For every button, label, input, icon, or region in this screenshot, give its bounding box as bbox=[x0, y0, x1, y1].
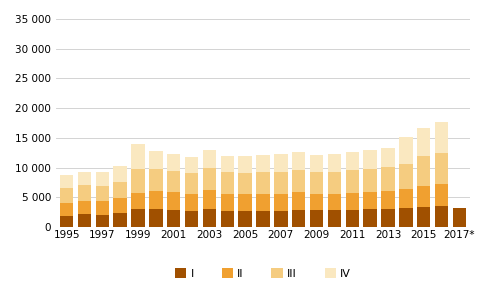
Bar bbox=[399, 164, 412, 189]
Bar bbox=[149, 209, 163, 227]
Bar bbox=[292, 210, 305, 227]
Bar bbox=[78, 172, 91, 185]
Bar bbox=[220, 156, 234, 172]
Bar bbox=[113, 166, 127, 182]
Bar bbox=[363, 209, 377, 227]
Bar bbox=[382, 209, 395, 227]
Bar bbox=[220, 194, 234, 210]
Bar bbox=[60, 216, 73, 227]
Bar bbox=[382, 148, 395, 167]
Bar bbox=[96, 172, 109, 186]
Bar bbox=[346, 210, 359, 227]
Bar bbox=[274, 172, 288, 194]
Bar bbox=[149, 151, 163, 169]
Bar bbox=[292, 192, 305, 210]
Bar bbox=[292, 170, 305, 192]
Bar bbox=[239, 194, 252, 210]
Bar bbox=[78, 201, 91, 214]
Bar bbox=[256, 210, 270, 227]
Bar bbox=[435, 122, 448, 153]
Bar bbox=[167, 210, 180, 227]
Bar bbox=[417, 156, 431, 186]
Bar bbox=[149, 169, 163, 191]
Bar bbox=[417, 186, 431, 207]
Bar bbox=[220, 210, 234, 227]
Bar bbox=[185, 157, 198, 173]
Bar bbox=[327, 210, 341, 227]
Bar bbox=[96, 201, 109, 215]
Bar bbox=[131, 193, 145, 209]
Bar bbox=[78, 214, 91, 227]
Bar bbox=[274, 154, 288, 172]
Bar bbox=[167, 192, 180, 210]
Bar bbox=[60, 203, 73, 216]
Bar bbox=[131, 169, 145, 193]
Bar bbox=[274, 210, 288, 227]
Bar bbox=[435, 206, 448, 227]
Bar bbox=[399, 208, 412, 227]
Bar bbox=[327, 172, 341, 194]
Bar bbox=[185, 194, 198, 211]
Bar bbox=[149, 191, 163, 209]
Bar bbox=[399, 189, 412, 208]
Bar bbox=[399, 137, 412, 164]
Bar bbox=[131, 144, 145, 169]
Bar bbox=[113, 182, 127, 198]
Bar bbox=[310, 210, 323, 227]
Bar bbox=[113, 198, 127, 213]
Bar bbox=[203, 209, 216, 227]
Bar bbox=[60, 175, 73, 188]
Bar bbox=[185, 211, 198, 227]
Bar bbox=[239, 173, 252, 194]
Bar bbox=[167, 171, 180, 192]
Bar bbox=[417, 207, 431, 227]
Bar bbox=[96, 186, 109, 201]
Bar bbox=[435, 153, 448, 184]
Bar bbox=[220, 172, 234, 194]
Bar bbox=[346, 170, 359, 193]
Bar bbox=[203, 149, 216, 168]
Bar bbox=[256, 155, 270, 172]
Bar bbox=[382, 167, 395, 191]
Bar bbox=[203, 168, 216, 190]
Bar bbox=[239, 210, 252, 227]
Bar bbox=[382, 191, 395, 209]
Bar bbox=[167, 154, 180, 171]
Bar bbox=[346, 193, 359, 210]
Bar bbox=[113, 213, 127, 227]
Bar bbox=[274, 194, 288, 210]
Bar bbox=[131, 209, 145, 227]
Bar bbox=[185, 173, 198, 194]
Bar bbox=[363, 150, 377, 169]
Bar bbox=[310, 155, 323, 172]
Bar bbox=[292, 152, 305, 170]
Bar bbox=[435, 184, 448, 206]
Bar bbox=[327, 154, 341, 172]
Bar bbox=[60, 188, 73, 203]
Bar bbox=[363, 192, 377, 209]
Bar bbox=[256, 172, 270, 194]
Bar bbox=[256, 194, 270, 210]
Bar bbox=[453, 208, 466, 227]
Bar bbox=[203, 190, 216, 209]
Legend: I, II, III, IV: I, II, III, IV bbox=[170, 264, 355, 283]
Bar bbox=[363, 169, 377, 192]
Bar bbox=[346, 152, 359, 170]
Bar bbox=[78, 185, 91, 201]
Bar bbox=[239, 156, 252, 173]
Bar bbox=[310, 194, 323, 210]
Bar bbox=[96, 215, 109, 227]
Bar bbox=[327, 194, 341, 210]
Bar bbox=[417, 128, 431, 156]
Bar bbox=[310, 172, 323, 194]
